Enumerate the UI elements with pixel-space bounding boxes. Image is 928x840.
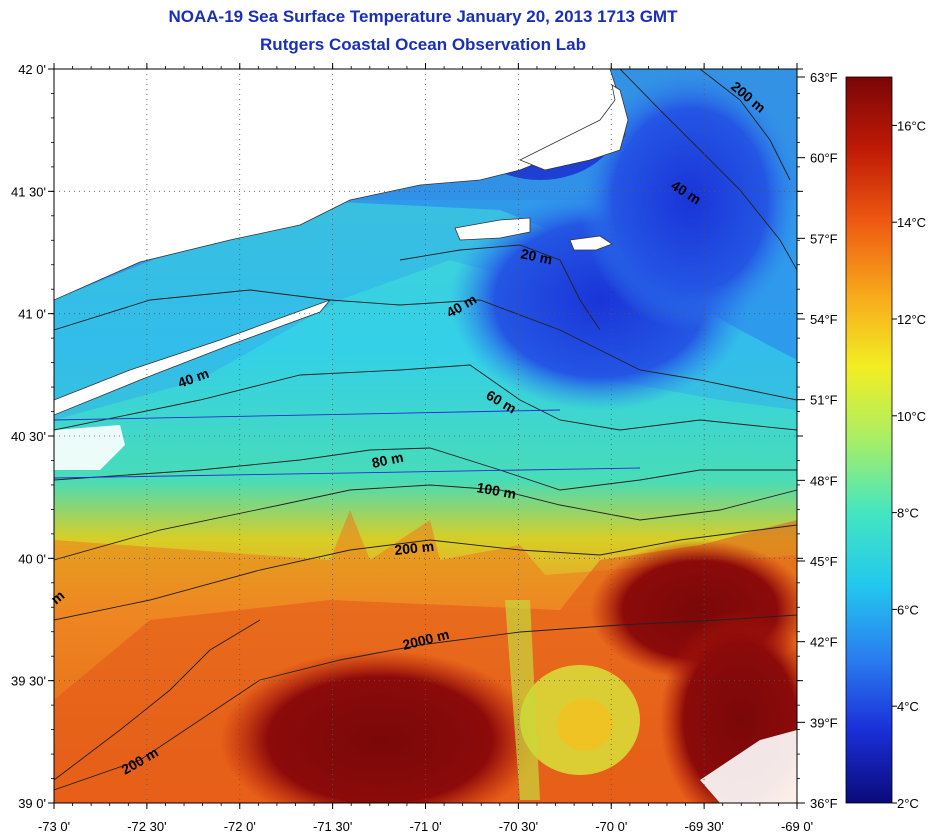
axis-ticks	[48, 63, 803, 809]
lon-tick-label: -70 0'	[595, 819, 627, 834]
celsius-label: 14°C	[897, 215, 926, 230]
fahrenheit-label: 48°F	[810, 473, 838, 488]
colorbar-celsius-labels: 16°C 14°C 12°C 10°C 8°C 6°C 4°C 2°C	[892, 118, 926, 811]
sst-field	[54, 69, 797, 803]
lat-tick-label: 42 0'	[18, 62, 46, 77]
fahrenheit-label: 39°F	[810, 715, 838, 730]
isobath-label: 80 m	[370, 449, 405, 471]
colorbar	[845, 76, 893, 804]
axis-labels: -73 0' -72 30' -72 0' -71 30' -71 0' -70 30' -…	[11, 62, 813, 834]
lon-tick-label: -71 30'	[313, 819, 352, 834]
page-subtitle: Rutgers Coastal Ocean Observation Lab	[260, 35, 586, 54]
lat-tick-label: 40 0'	[18, 551, 46, 566]
lat-tick-label: 40 30'	[11, 429, 46, 444]
lat-tick-label: 39 30'	[11, 674, 46, 689]
celsius-label: 2°C	[897, 796, 919, 811]
lon-tick-label: -72 30'	[127, 819, 166, 834]
fahrenheit-label: 36°F	[810, 796, 838, 811]
fahrenheit-label: 57°F	[810, 231, 838, 246]
celsius-label: 16°C	[897, 118, 926, 133]
lon-tick-label: -69 30'	[684, 819, 723, 834]
isobath-label: 200 m	[394, 538, 435, 558]
lon-tick-label: -71 0'	[409, 819, 441, 834]
colorbar-fahrenheit-labels: 63°F 60°F 57°F 54°F 51°F 48°F 45°F 42°F 39°F 36°F	[797, 70, 838, 811]
page-title: NOAA-19 Sea Surface Temperature January …	[168, 7, 678, 26]
lon-tick-label: -73 0'	[38, 819, 70, 834]
lon-tick-label: -70 30'	[499, 819, 538, 834]
lat-tick-label: 39 0'	[18, 796, 46, 811]
isobath-lines	[54, 69, 797, 791]
fahrenheit-label: 60°F	[810, 151, 838, 166]
celsius-label: 12°C	[897, 312, 926, 327]
fahrenheit-label: 42°F	[810, 635, 838, 650]
lon-tick-label: -69 0'	[781, 819, 813, 834]
celsius-label: 8°C	[897, 506, 919, 521]
celsius-label: 6°C	[897, 602, 919, 617]
lat-tick-label: 41 30'	[11, 184, 46, 199]
fahrenheit-label: 45°F	[810, 554, 838, 569]
fahrenheit-label: 51°F	[810, 393, 838, 408]
lat-tick-label: 41 0'	[18, 307, 46, 322]
celsius-label: 10°C	[897, 409, 926, 424]
lon-tick-label: -72 0'	[224, 819, 256, 834]
fahrenheit-label: 54°F	[810, 312, 838, 327]
fahrenheit-label: 63°F	[810, 70, 838, 85]
isobath-label: 100 m	[475, 479, 517, 502]
isobath-label: 20 m	[519, 245, 554, 267]
celsius-label: 4°C	[897, 699, 919, 714]
